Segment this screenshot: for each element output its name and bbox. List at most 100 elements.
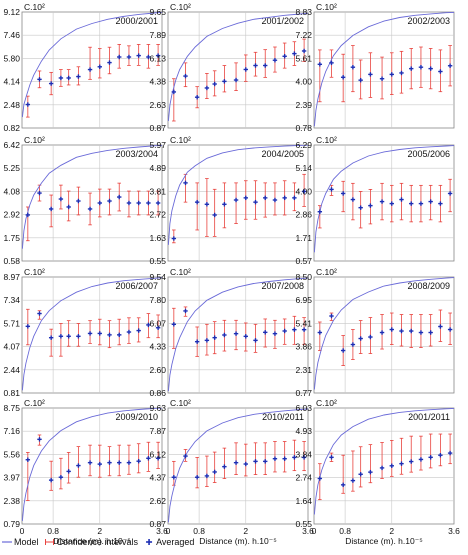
y-tick-label: 6.12 bbox=[149, 449, 166, 459]
model-curve bbox=[168, 408, 308, 523]
panel-title: 2008/2009 bbox=[407, 281, 450, 291]
averaged-point bbox=[212, 212, 217, 218]
y-tick-label: 0.87 bbox=[149, 519, 166, 529]
averaged-point bbox=[243, 461, 248, 467]
y-tick-label: 7.46 bbox=[3, 30, 20, 40]
x-tick-label: 2 bbox=[389, 526, 394, 536]
y-tick-label: 3.81 bbox=[149, 186, 166, 196]
averaged-point bbox=[76, 198, 81, 204]
averaged-point bbox=[282, 328, 287, 334]
y-tick-label: 7.87 bbox=[149, 426, 166, 436]
averaged-point bbox=[350, 197, 356, 202]
averaged-point bbox=[87, 460, 93, 465]
averaged-point bbox=[126, 200, 132, 206]
confidence-interval bbox=[156, 441, 160, 469]
averaged-point bbox=[76, 463, 81, 468]
averaged-point bbox=[263, 330, 268, 335]
averaged-point bbox=[447, 191, 453, 196]
averaged-point bbox=[368, 469, 373, 475]
x-tick-label: 0.8 bbox=[47, 526, 59, 536]
y-tick-label: 3.84 bbox=[295, 449, 312, 459]
averaged-point bbox=[58, 475, 64, 480]
averaged-point bbox=[438, 69, 443, 74]
y-tick-label: 5.97 bbox=[149, 140, 166, 150]
averaged-point bbox=[263, 459, 268, 464]
confidence-interval bbox=[195, 456, 199, 489]
averaged-point bbox=[389, 463, 394, 468]
y-tick-label: 5.56 bbox=[3, 449, 20, 459]
averaged-point bbox=[272, 58, 278, 63]
averaged-point bbox=[418, 330, 424, 335]
y-axis-label: C.10² bbox=[316, 398, 337, 408]
averaged-point bbox=[107, 460, 112, 465]
averaged-point bbox=[409, 459, 414, 464]
y-tick-label: 0.78 bbox=[295, 123, 312, 133]
averaged-point bbox=[222, 202, 227, 207]
y-axis-label: C.10² bbox=[170, 2, 191, 12]
y-tick-label: 2.74 bbox=[295, 473, 312, 483]
panel-title: 2002/2003 bbox=[407, 16, 450, 26]
confidence-interval bbox=[97, 444, 102, 478]
averaged-point bbox=[222, 79, 227, 84]
y-tick-label: 1.64 bbox=[295, 496, 312, 506]
plot-area bbox=[313, 144, 455, 262]
x-axis-label: Distance (m). h.10⁻⁵ bbox=[53, 536, 130, 546]
y-tick-label: 0.57 bbox=[295, 256, 312, 266]
model-curve bbox=[168, 277, 308, 392]
y-tick-label: 2.63 bbox=[149, 100, 166, 110]
confidence-interval bbox=[205, 455, 209, 487]
confidence-interval bbox=[318, 49, 322, 103]
averaged-point bbox=[317, 209, 323, 214]
averaged-point bbox=[438, 324, 443, 329]
averaged-point bbox=[447, 327, 453, 332]
averaged-point bbox=[263, 195, 268, 201]
averaged-point bbox=[58, 196, 64, 202]
averaged-point bbox=[418, 457, 424, 462]
averaged-point bbox=[212, 335, 217, 340]
y-tick-label: 2.62 bbox=[149, 496, 166, 506]
averaged-point bbox=[418, 64, 424, 70]
y-tick-label: 6.13 bbox=[149, 53, 166, 63]
legend: Model Confidence intervals Averaged bbox=[2, 537, 194, 547]
averaged-point bbox=[126, 54, 132, 60]
averaged-point bbox=[418, 201, 424, 206]
plot-area bbox=[167, 144, 309, 262]
averaged-point bbox=[136, 328, 141, 333]
averaged-point bbox=[76, 74, 81, 79]
confidence-interval bbox=[263, 442, 268, 476]
averaged-point bbox=[301, 455, 307, 460]
averaged-point bbox=[37, 311, 42, 316]
averaged-point bbox=[399, 461, 404, 466]
y-tick-label: 1.71 bbox=[295, 233, 312, 243]
averaged-point bbox=[48, 335, 54, 340]
y-tick-label: 8.75 bbox=[3, 403, 20, 413]
averaged-point bbox=[146, 322, 151, 328]
averaged-point bbox=[204, 202, 210, 207]
averaged-point bbox=[243, 67, 248, 72]
confidence-interval bbox=[205, 178, 209, 237]
confidence-interval bbox=[59, 323, 63, 357]
averaged-point bbox=[194, 95, 200, 100]
averaged-point bbox=[399, 70, 404, 76]
y-tick-label: 4.08 bbox=[3, 186, 20, 196]
y-tick-label: 0.77 bbox=[295, 388, 312, 398]
averaged-point bbox=[282, 54, 287, 59]
panel-title: 2007/2008 bbox=[261, 281, 304, 291]
confidence-interval bbox=[66, 452, 71, 484]
x-tick-label: 2 bbox=[243, 526, 248, 536]
averaged-point bbox=[272, 197, 278, 203]
panel-title: 2010/2011 bbox=[262, 412, 304, 422]
y-tick-label: 2.44 bbox=[3, 365, 20, 375]
averaged-point bbox=[126, 329, 132, 335]
averaged-point bbox=[171, 236, 177, 241]
averaged-point bbox=[447, 63, 453, 68]
plot-area bbox=[21, 407, 163, 525]
averaged-point bbox=[155, 53, 161, 58]
y-tick-label: 2.48 bbox=[3, 100, 20, 110]
panel-title: 2001/2011 bbox=[408, 412, 450, 422]
y-tick-label: 3.97 bbox=[3, 473, 20, 483]
confidence-interval bbox=[183, 173, 188, 203]
x-tick-label: 0 bbox=[20, 526, 25, 536]
confidence-interval bbox=[136, 443, 141, 474]
